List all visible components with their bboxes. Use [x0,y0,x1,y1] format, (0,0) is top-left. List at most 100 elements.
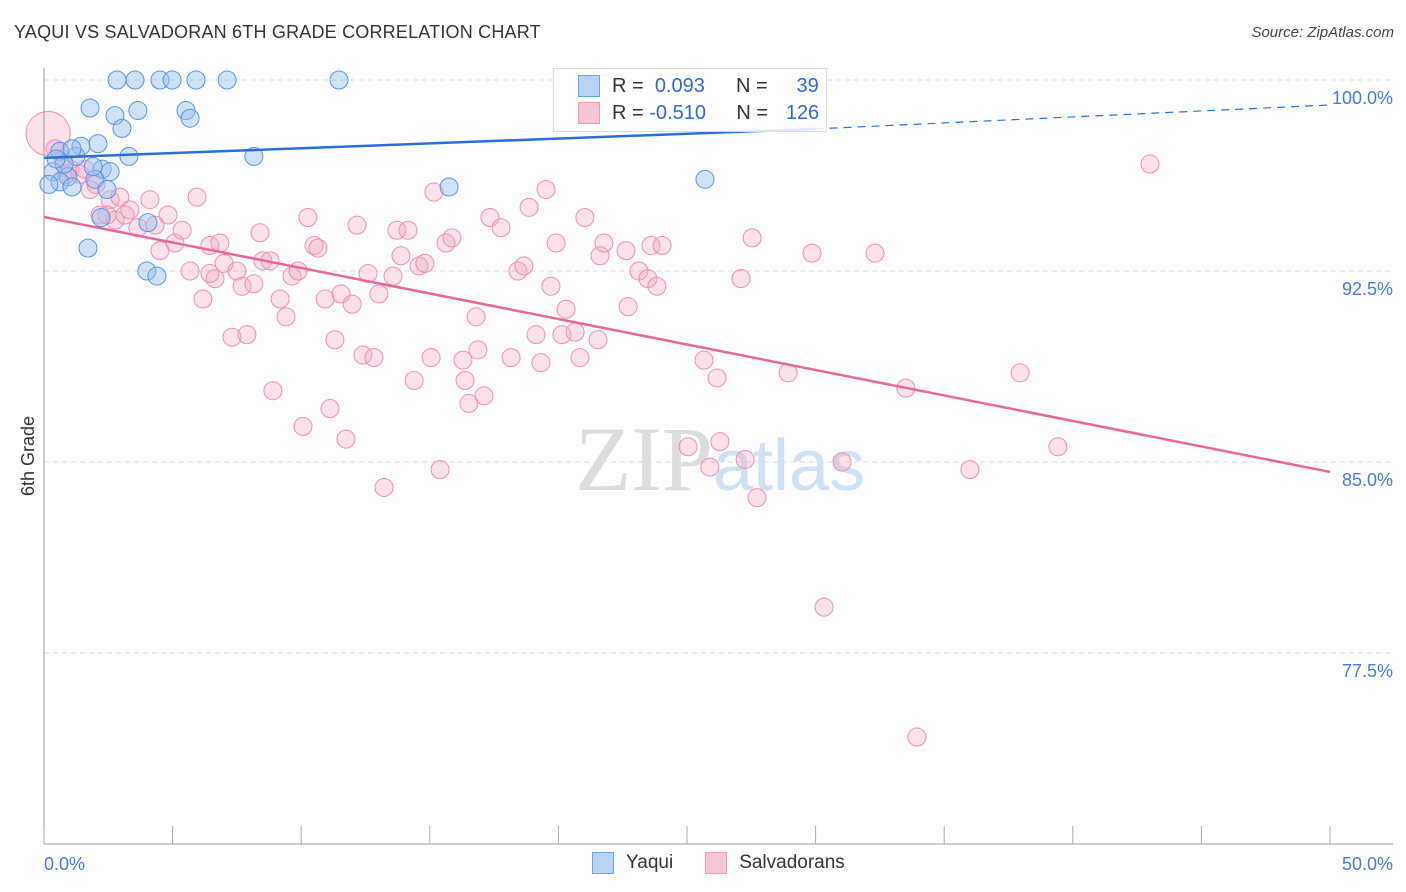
salvadorans-point [210,233,230,253]
salvadorans-point [647,276,667,296]
salvadorans-point [466,307,486,327]
n-value-yaqui: 39 [796,74,819,97]
salvadorans-point [491,218,511,238]
salvadorans-point [430,460,450,480]
salvadorans-point [308,238,328,258]
n-label: N = [736,101,769,124]
salvadorans-point [455,371,475,391]
salvadorans-point [565,322,585,342]
salvadorans-point [742,228,762,248]
yaqui-point [439,177,459,197]
salvadorans-point [150,241,170,261]
salvadorans-point [398,220,418,240]
salvadorans-point [270,289,290,309]
yaqui-point [329,70,349,90]
yaqui-point [39,174,59,194]
salvadorans-point [205,269,225,289]
salvadorans-point [353,345,373,365]
salvadorans-point [200,264,220,284]
salvadorans-point [424,182,444,202]
salvadorans-point [336,429,356,449]
salvadorans-point [347,215,367,235]
salvadorans-point [731,269,751,289]
salvadorans-point [415,253,435,273]
salvadorans-point [459,393,479,413]
salvadorans-point [960,460,980,480]
salvadorans-point [145,215,165,235]
salvadorans-legend-swatch [705,852,728,874]
salvadorans-point [700,457,720,477]
salvadorans-point [678,437,698,457]
salvadorans-point [618,297,638,317]
salvadorans-point [276,307,296,327]
salvadorans-point [588,330,608,350]
yaqui-point [180,108,200,128]
chart-source: Source: ZipAtlas.com [1251,24,1394,41]
salvadorans-point [616,241,636,261]
salvadorans-point [232,276,252,296]
salvadorans-point [652,236,672,256]
salvadorans-point [342,294,362,314]
salvadorans-point [531,353,551,373]
y-axis-label: 6th Grade [18,416,38,496]
salvadorans-point [802,243,822,263]
salvadorans-point [1140,154,1160,174]
salvadorans-point [575,208,595,228]
legend-label-salvadorans: Salvadorans [739,852,845,873]
salvadorans-point [590,246,610,266]
salvadorans-point [594,233,614,253]
yaqui-point [112,118,132,138]
salvadorans-point [358,264,378,284]
yaqui-point [147,266,167,286]
salvadorans-point [187,187,207,207]
salvadorans-point [293,416,313,436]
salvadorans-point [325,330,345,350]
salvadorans-point [541,276,561,296]
salvadorans-point [442,228,462,248]
stats-legend: R = 0.093 N = 39 R = -0.510 N = 126 [553,68,827,132]
salvadorans-point [474,386,494,406]
salvadorans-point [468,340,488,360]
series-legend: Yaqui Salvadorans [592,852,845,874]
salvadorans-point [570,348,590,368]
y-tick-label: 85.0% [1342,470,1393,490]
yaqui-point [50,172,70,192]
salvadorans-point [315,289,335,309]
salvadorans-point [436,233,456,253]
yaqui-point [244,146,264,166]
yaqui-point [128,101,148,121]
yaqui-point [97,180,117,200]
salvadorans-point [193,289,213,309]
salvadorans-point [1010,363,1030,383]
salvadorans-point [546,233,566,253]
legend-label-yaqui: Yaqui [626,852,674,873]
salvadorans-point [865,243,885,263]
yaqui-point [138,213,158,233]
salvadorans-point [383,266,403,286]
yaqui-swatch [578,75,600,97]
salvadorans-point [694,350,714,370]
r-value-salvadorans: -0.510 [649,101,706,124]
yaqui-point [119,146,139,166]
yaqui-point [80,98,100,118]
salvadorans-point [814,597,834,617]
yaqui-point [107,70,127,90]
salvadorans-point [421,348,441,368]
salvadorans-point [320,399,340,419]
yaqui-trendline [43,127,816,160]
n-value-salvadorans: 126 [785,101,820,124]
yaqui-point [83,157,103,177]
salvadorans-point [222,327,242,347]
salvadorans-point [907,727,927,747]
salvadorans-point [747,488,767,508]
legend-row-salvadorans: R = -0.510 N = 126 [578,100,819,126]
salvadorans-point [1048,437,1068,457]
yaqui-point [62,177,82,197]
salvadorans-point [140,190,160,210]
watermark-zip: ZIP [575,408,713,510]
salvadorans-point [298,208,318,228]
yaqui-point [125,70,145,90]
yaqui-point [186,70,206,90]
